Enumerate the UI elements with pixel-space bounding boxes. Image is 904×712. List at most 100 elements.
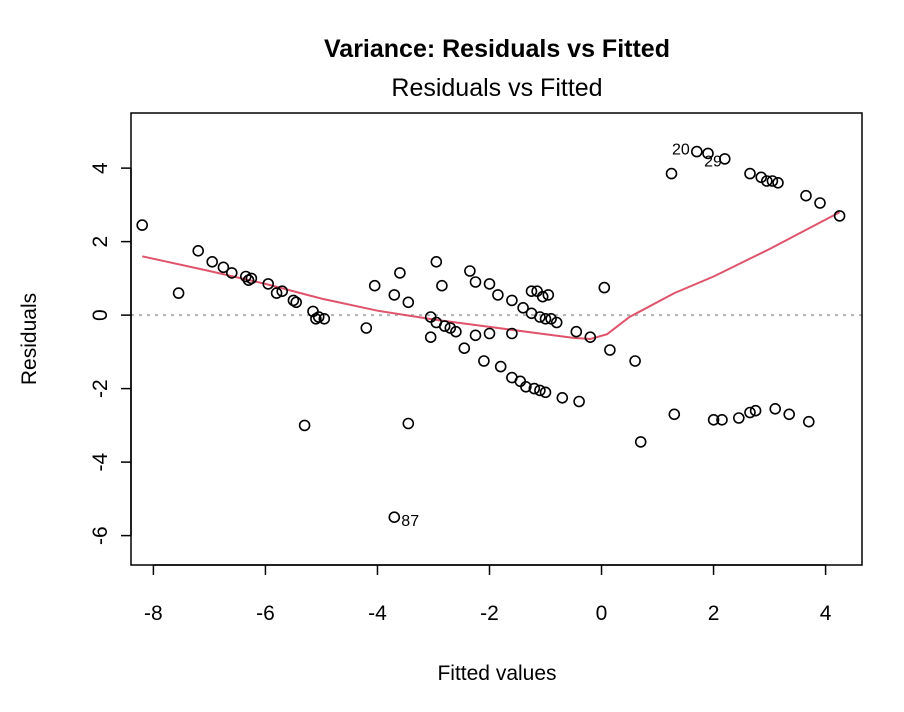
data-point <box>514 375 527 388</box>
data-point <box>760 175 773 187</box>
data-point <box>192 245 204 257</box>
data-point <box>506 327 518 340</box>
data-point <box>744 406 756 419</box>
x-tick-label: 4 <box>820 602 832 625</box>
data-point <box>206 255 218 268</box>
y-tick-label: 4 <box>89 162 112 174</box>
data-point <box>539 312 552 325</box>
data-point <box>402 417 415 430</box>
data-point <box>287 294 300 307</box>
data-point <box>525 285 538 298</box>
data-point <box>312 311 325 323</box>
data-point <box>542 289 555 301</box>
data-point <box>534 384 546 397</box>
data-point <box>388 511 401 524</box>
data-point <box>424 311 437 323</box>
data-point <box>436 279 448 292</box>
data-point <box>520 380 532 393</box>
data-point <box>424 331 437 344</box>
x-axis: -8 -6 -4 -2 0 2 4 <box>144 564 832 625</box>
data-point <box>668 408 681 421</box>
data-point <box>598 281 611 294</box>
data-point <box>360 322 373 334</box>
data-point <box>833 210 846 222</box>
data-point <box>478 355 490 367</box>
data-point <box>536 290 549 303</box>
data-point <box>629 355 641 367</box>
x-tick-label: 0 <box>596 602 608 625</box>
data-point <box>802 415 815 428</box>
data-point <box>584 331 597 344</box>
data-point <box>783 408 796 421</box>
data-point <box>534 311 546 323</box>
data-point <box>276 285 289 298</box>
data-point <box>290 296 303 309</box>
data-point <box>217 261 230 274</box>
point-label: 29 <box>704 153 722 170</box>
data-point <box>262 278 275 290</box>
data-point <box>298 419 311 432</box>
x-tick-label: 2 <box>708 602 720 625</box>
data-point <box>458 342 471 355</box>
data-point <box>388 289 401 301</box>
data-point <box>665 167 678 180</box>
data-point <box>318 312 331 325</box>
data-point <box>570 325 583 338</box>
y-tick-label: -2 <box>89 379 112 398</box>
point-label: 87 <box>401 513 419 530</box>
data-point <box>702 147 714 160</box>
data-point <box>634 436 647 448</box>
point-label: 20 <box>672 142 690 159</box>
data-point <box>732 412 745 424</box>
data-point <box>483 278 496 290</box>
point-labels-layer: 20 29 87 <box>401 142 722 531</box>
data-point <box>469 329 482 342</box>
data-point <box>172 287 185 299</box>
data-point <box>556 391 569 404</box>
data-point <box>707 413 720 426</box>
data-point <box>528 382 541 395</box>
data-point <box>464 265 476 277</box>
data-point <box>772 177 784 189</box>
y-tick-label: -4 <box>89 452 112 471</box>
data-point <box>539 386 552 399</box>
plot-frame <box>130 112 863 566</box>
data-point <box>483 327 496 340</box>
data-point <box>469 276 482 288</box>
data-point <box>814 197 826 209</box>
x-tick-label: -6 <box>256 602 275 625</box>
data-point <box>450 325 462 338</box>
data-point <box>718 153 731 165</box>
y-tick-label: 2 <box>89 236 112 248</box>
data-point <box>430 255 443 268</box>
data-point <box>766 175 779 187</box>
x-tick-label: -4 <box>368 602 387 625</box>
data-point <box>492 289 504 301</box>
data-point <box>716 413 728 426</box>
data-point <box>769 402 782 415</box>
data-point <box>226 267 238 279</box>
x-axis-label: Fitted values <box>437 662 556 685</box>
data-point <box>402 296 415 309</box>
y-axis: -6 -4 -2 0 2 4 <box>89 162 132 545</box>
data-point <box>573 395 585 408</box>
x-tick-label: -8 <box>144 602 163 625</box>
data-point <box>506 294 518 307</box>
data-point <box>494 360 507 373</box>
chart-subtitle: Residuals vs Fitted <box>391 74 602 102</box>
data-point <box>550 316 563 329</box>
y-tick-label: -6 <box>89 526 112 545</box>
data-point <box>604 344 616 356</box>
smooth-line <box>141 211 841 341</box>
y-axis-label: Residuals <box>18 293 41 385</box>
data-point <box>394 267 406 279</box>
data-point <box>749 404 762 417</box>
data-point <box>744 167 756 180</box>
data-point <box>136 219 148 231</box>
data-point <box>245 272 258 285</box>
data-point <box>368 279 381 292</box>
data-point <box>270 287 283 299</box>
chart-title: Variance: Residuals vs Fitted <box>324 35 670 63</box>
data-point <box>800 189 812 202</box>
